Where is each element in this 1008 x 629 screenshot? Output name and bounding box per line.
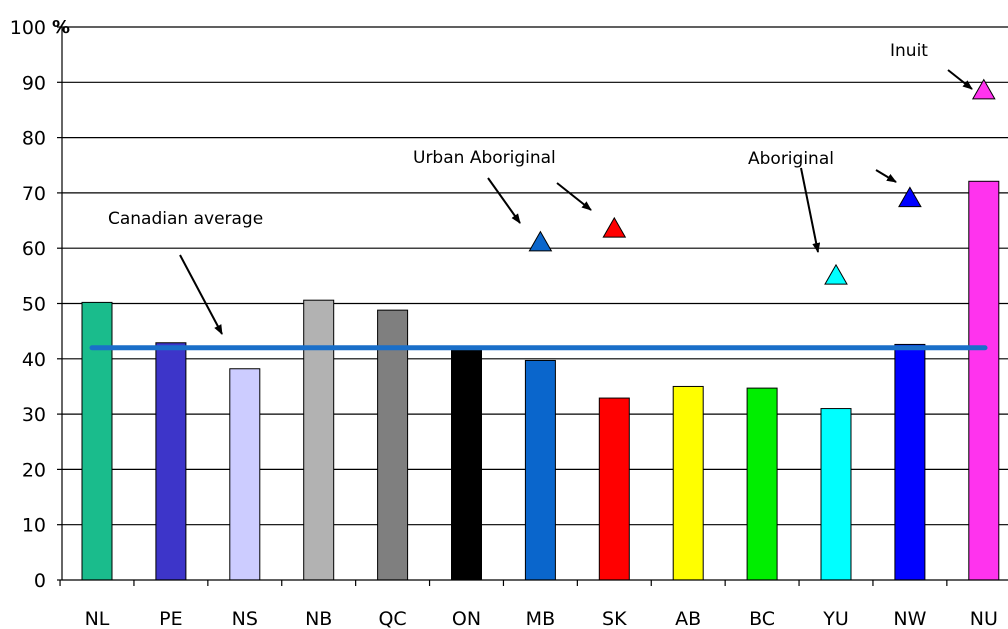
x-tick-label-mb: MB	[526, 608, 555, 629]
bar-nl	[81, 301, 113, 581]
bar-sk	[598, 397, 630, 581]
x-tick-label-nb: NB	[305, 608, 332, 629]
arrow-urban-aboriginal-mb	[487, 177, 521, 224]
y-tick-label-100: 100	[10, 17, 46, 39]
annotation-urban-aboriginal: Urban Aboriginal	[413, 148, 556, 168]
arrow-canadian-average	[179, 254, 223, 335]
bar-ns	[229, 368, 261, 581]
x-tick-label-qc: QC	[378, 608, 406, 629]
y-unit-label: %	[52, 17, 70, 38]
axes	[57, 26, 1008, 586]
x-tick-label-nl: NL	[85, 608, 110, 629]
arrow-inuit	[947, 69, 973, 90]
x-tick-labels: NL PE NS NB QC ON MB SK AB BC YU NW NU	[85, 608, 998, 629]
bar-qc	[377, 309, 409, 581]
y-tick-label-60: 60	[22, 238, 46, 260]
x-tick-label-yu: YU	[822, 608, 849, 629]
arrow-aboriginal-yu	[800, 167, 821, 253]
x-tick-label-on: ON	[452, 608, 481, 629]
x-tick-label-ab: AB	[675, 608, 701, 629]
bar-ab	[672, 385, 704, 581]
annotation-inuit: Inuit	[890, 41, 928, 61]
x-tick-label-nw: NW	[893, 608, 926, 629]
bar-nb	[303, 299, 335, 581]
x-tick-label-nu: NU	[970, 608, 998, 629]
bar-pe	[155, 342, 187, 581]
arrow-aboriginal-nw	[875, 169, 897, 183]
annotations: Canadian average Urban Aboriginal Aborig…	[108, 41, 973, 335]
arrow-urban-aboriginal-sk	[556, 182, 592, 211]
y-tick-labels: 0 10 20 30 40 50 60 70 80 90 100	[10, 17, 46, 592]
bar-mb	[524, 359, 556, 581]
annotation-canadian-average: Canadian average	[108, 209, 263, 229]
y-tick-label-0: 0	[34, 570, 46, 592]
y-tick-label-70: 70	[22, 183, 46, 205]
y-tick-label-80: 80	[22, 128, 46, 150]
y-tick-label-10: 10	[22, 515, 46, 537]
y-tick-label-20: 20	[22, 459, 46, 481]
bar-yu	[820, 408, 852, 581]
markers	[528, 78, 996, 285]
y-tick-label-40: 40	[22, 349, 46, 371]
bar-bc	[746, 387, 778, 581]
marker-mb	[528, 230, 553, 252]
x-tick-label-pe: PE	[159, 608, 182, 629]
y-tick-label-30: 30	[22, 404, 46, 426]
annotation-aboriginal: Aboriginal	[748, 149, 834, 169]
marker-sk	[602, 216, 627, 238]
x-tick-label-sk: SK	[602, 608, 627, 629]
y-tick-label-90: 90	[22, 72, 46, 94]
bar-on	[451, 346, 482, 581]
marker-yu	[824, 263, 848, 285]
x-tick-label-bc: BC	[749, 608, 775, 629]
y-tick-label-50: 50	[22, 294, 46, 316]
bar-nw	[894, 343, 926, 581]
marker-nu	[971, 78, 996, 100]
x-tick-label-ns: NS	[232, 608, 258, 629]
bar-nu	[968, 180, 1000, 581]
marker-nw	[898, 186, 922, 208]
